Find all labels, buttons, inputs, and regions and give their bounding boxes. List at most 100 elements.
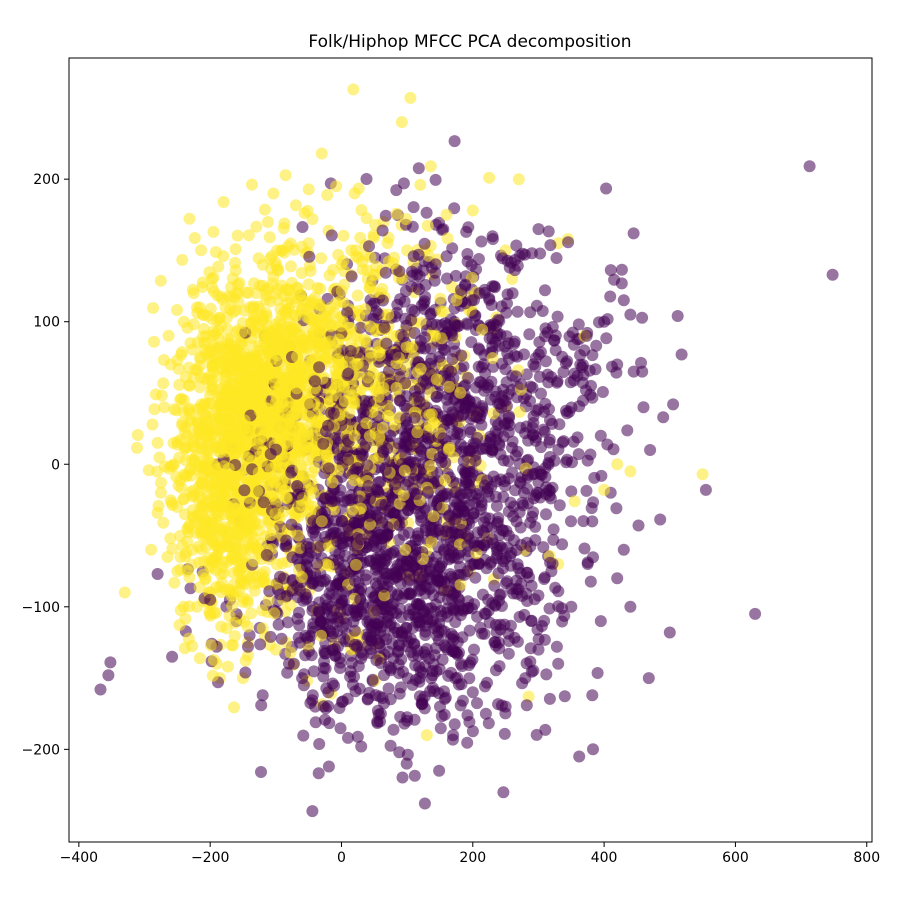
scatter-point [577,515,590,528]
scatter-point [178,426,191,438]
scatter-point [518,486,530,499]
scatter-point [644,444,657,456]
scatter-point [515,538,528,551]
scatter-point [525,247,538,260]
scatter-point [382,645,395,658]
scatter-point [413,690,426,703]
scatter-point [303,312,316,325]
scatter-point [254,638,267,651]
scatter-point [355,449,368,462]
scatter-point [516,496,529,509]
scatter-point [207,225,220,238]
scatter-point [476,323,489,336]
scatter-point [556,615,569,628]
scatter-point [499,363,512,376]
scatter-point [193,425,206,438]
scatter-point [624,600,637,613]
scatter-point [157,516,170,529]
scatter-point [675,348,688,361]
scatter-point [384,739,397,752]
scatter-point [418,342,431,355]
scatter-point [351,538,364,550]
scatter-point [256,258,269,271]
scatter-point [469,571,482,584]
scatter-point [195,543,208,556]
scatter-point [341,306,354,319]
scatter-point [536,305,549,317]
scatter-point [208,607,221,620]
scatter-point [301,204,314,217]
scatter-point [348,429,361,442]
scatter-point [274,570,286,583]
scatter-point [580,329,593,342]
scatter-point [363,395,376,408]
scatter-point [470,410,483,423]
scatter-point [543,692,556,705]
scatter-point [407,473,420,485]
scatter-point [184,582,197,595]
scatter-point [411,426,424,439]
scatter-point [419,629,432,641]
scatter-point [497,786,510,799]
scatter-point [262,594,275,607]
scatter-point [500,306,513,319]
scatter-point [379,209,392,222]
scatter-point [370,633,383,646]
scatter-point [171,354,184,367]
scatter-point [332,353,345,366]
scatter-point [308,462,321,474]
scatter-point [308,375,321,388]
scatter-point [524,516,537,529]
scatter-point [234,353,247,366]
scatter-point [479,707,492,720]
scatter-point [291,401,304,414]
scatter-point [154,274,167,287]
scatter-point [316,338,329,351]
scatter-point [384,429,396,442]
scatter-point [502,635,515,647]
scatter-point [295,304,308,317]
scatter-point [307,526,320,539]
scatter-point [179,371,192,384]
scatter-point [333,702,346,714]
scatter-point [699,483,712,496]
scatter-point [397,330,410,343]
scatter-point [177,493,190,506]
scatter-point [409,549,422,562]
scatter-point [348,624,361,637]
scatter-point [204,639,217,652]
scatter-point [232,287,245,300]
scatter-point [532,348,545,361]
scatter-point [226,500,239,512]
scatter-point [540,481,553,494]
scatter-point [488,281,501,294]
scatter-point [513,406,526,418]
scatter-point [617,294,630,307]
scatter-point [384,693,397,706]
scatter-point [577,368,590,381]
scatter-point [454,578,467,591]
scatter-point [429,173,442,186]
y-tick-label: −200 [22,742,60,758]
y-tick-label: 200 [33,172,60,188]
scatter-point [377,446,390,459]
scatter-point [217,413,230,426]
scatter-point [387,597,400,610]
scatter-point [497,490,510,503]
scatter-point [329,579,342,592]
scatter-point [302,278,315,291]
scatter-point [561,453,574,466]
scatter-point [524,380,537,393]
scatter-point [280,534,293,547]
scatter-point [364,492,377,505]
scatter-point [584,575,597,588]
scatter-point [297,679,310,692]
scatter-point [457,500,470,513]
x-tick-label: −400 [60,850,98,866]
scatter-point [421,219,434,232]
scatter-point [368,535,381,548]
scatter-point [490,500,503,512]
scatter-point [336,537,349,550]
scatter-point [251,485,264,498]
